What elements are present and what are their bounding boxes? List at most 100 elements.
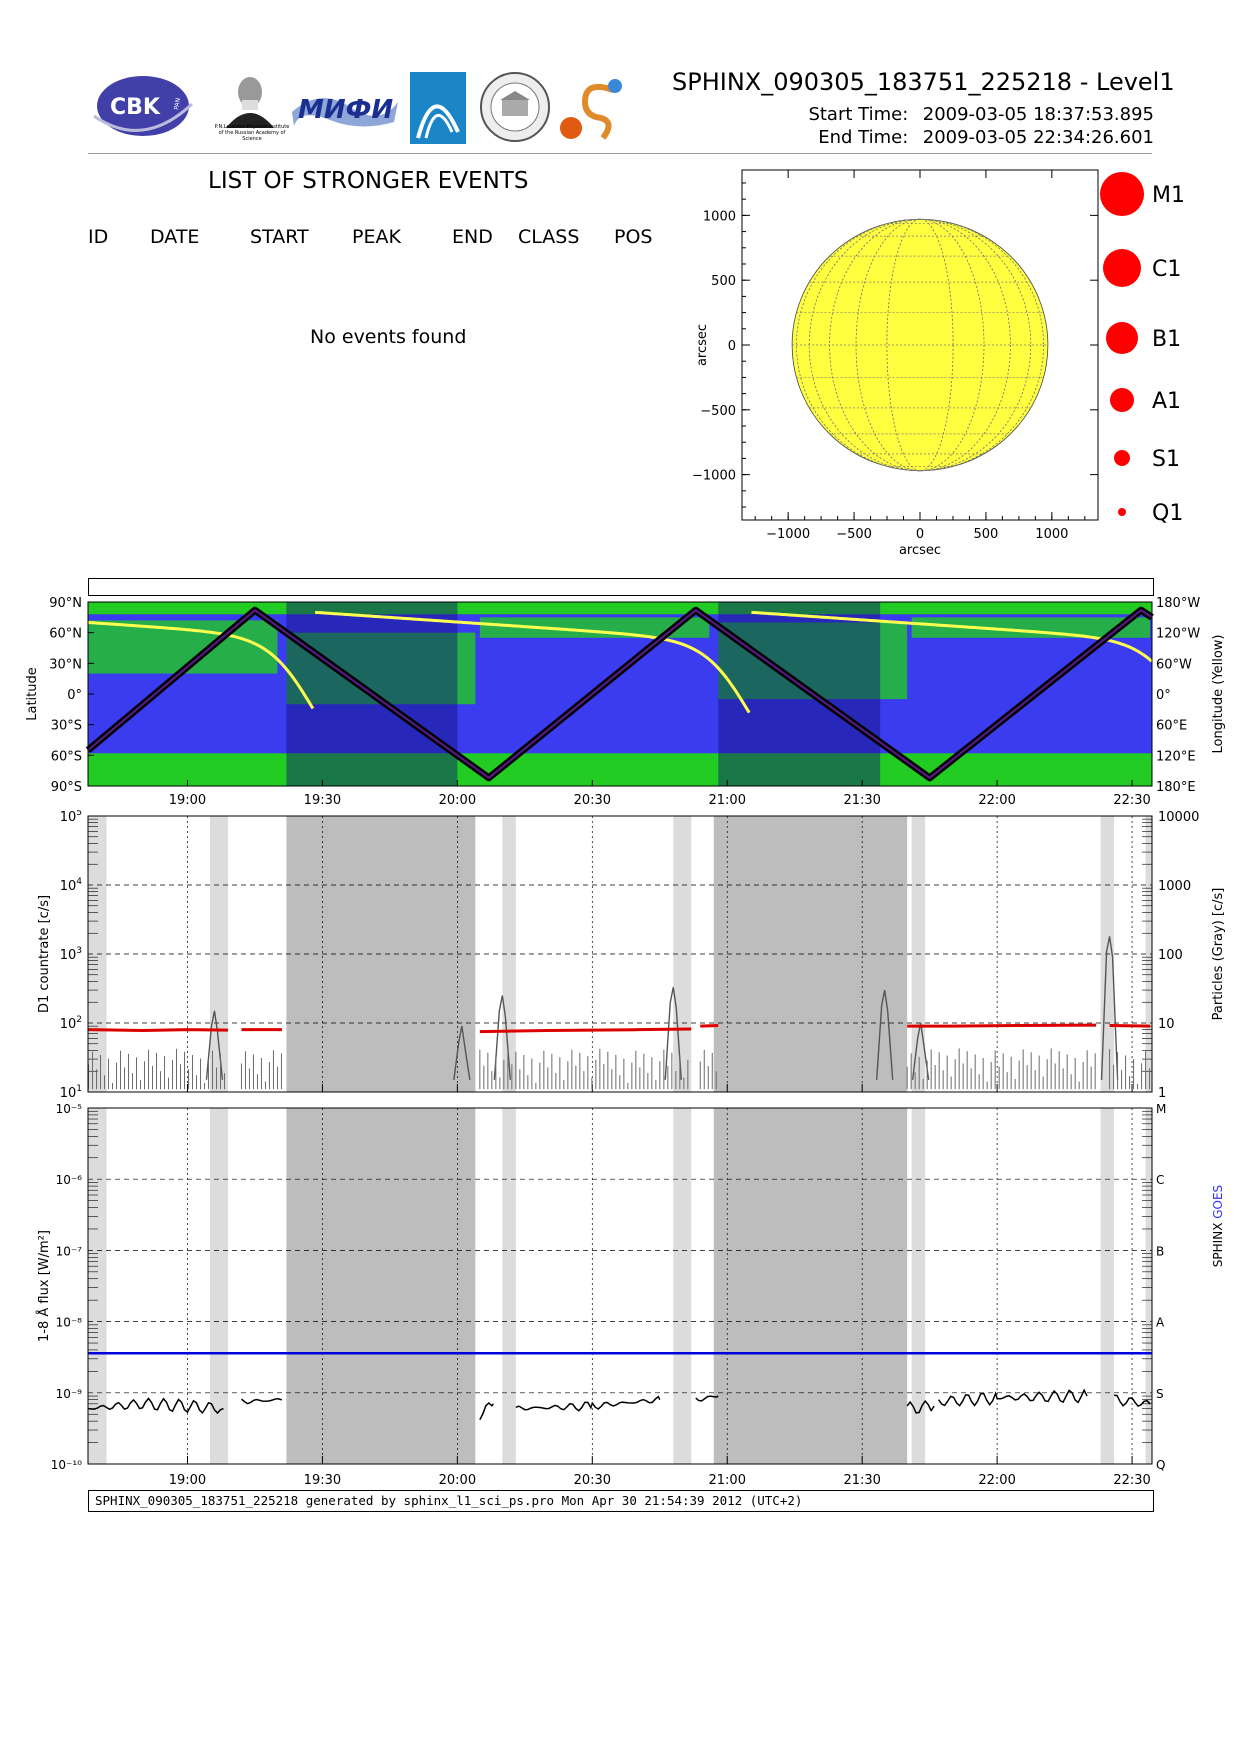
panel-background xyxy=(88,1108,1152,1464)
flux-ylabel-goes: GOES xyxy=(1211,1185,1225,1219)
ytick-exponent: 1 xyxy=(76,1084,82,1094)
flux-ytick-right-label: Q xyxy=(1156,1458,1165,1472)
flux-xtick-label: 22:00 xyxy=(978,1473,1015,1488)
start-time-label: Start Time: xyxy=(808,104,909,125)
sun-map-xtick-label: 1000 xyxy=(1035,527,1068,542)
orbit-eclipse-band xyxy=(718,602,881,786)
sun-map-ytick-label: −1000 xyxy=(692,469,736,484)
countrate-ytick-right-label: 10000 xyxy=(1158,810,1199,825)
footer-box: SPHINX_090305_183751_225218 generated by… xyxy=(88,1490,1154,1512)
legend-label-a1: A1 xyxy=(1152,389,1181,414)
cbk-logo-text: CBK xyxy=(110,95,161,120)
events-col-end: END xyxy=(452,226,493,248)
sun-map-ylabel: arcsec xyxy=(695,324,710,366)
ytick-base: 10 xyxy=(60,1017,77,1032)
ytick-base: 10 xyxy=(60,948,77,963)
panel-frame xyxy=(87,815,1153,1093)
orbit-xtick-label: 22:30 xyxy=(1113,793,1150,808)
orbit-ytick-label: 0° xyxy=(67,688,82,703)
orbit-ytick-label: 60°S xyxy=(51,749,82,764)
particle-spike xyxy=(1100,936,1119,1080)
flux-xtick-label: 20:00 xyxy=(439,1473,476,1488)
orbit-land-patch xyxy=(718,622,908,700)
arch-logo xyxy=(410,72,466,144)
saa-shade xyxy=(911,1108,926,1464)
legend-marker-m1 xyxy=(1100,172,1144,216)
saa-shade xyxy=(209,1108,228,1464)
events-title: LIST OF STRONGER EVENTS xyxy=(208,168,529,194)
sun-map-chart: −1000 −500 0 500 1000 −1000 −500 0 500 1000 arcsec… xyxy=(692,169,1185,558)
longitude-track xyxy=(315,610,751,714)
sphinx-logo xyxy=(555,76,627,146)
header-divider xyxy=(88,153,1152,154)
legend-marker-s1 xyxy=(1114,450,1130,466)
solar-longitude-line xyxy=(886,218,954,472)
flux-ylabel-right: SPHINX GOES xyxy=(1211,1185,1225,1267)
sun-map-xtick-label: −500 xyxy=(836,527,872,542)
flux-ytick-right-label: S xyxy=(1156,1387,1164,1401)
orbit-ytick-right-label: 180°W xyxy=(1156,596,1200,611)
end-time-row: End Time: 2009-03-05 22:34:26.601 xyxy=(798,127,1154,148)
flux-xtick-label: 21:30 xyxy=(843,1473,880,1488)
ytick-base: 10 xyxy=(60,1086,77,1100)
ytick-exponent: 2 xyxy=(76,1015,82,1025)
orbit-ytick-right-label: 60°E xyxy=(1156,719,1187,734)
longitude-track xyxy=(87,620,315,710)
miph-logo-text: МИФИ xyxy=(298,95,393,125)
events-col-class: CLASS xyxy=(518,226,580,248)
lebedev-caption: P.N.Lebedev Physical Institute of the Ru… xyxy=(214,124,290,142)
ytick-exponent: 3 xyxy=(76,946,82,956)
legend-label-m1: M1 xyxy=(1152,183,1185,208)
countrate-ytick-right-label: 1 xyxy=(1158,1086,1166,1100)
countrate-ytick-label: 101 xyxy=(60,1084,82,1100)
countrate-ytick-label: 102 xyxy=(60,1015,82,1032)
events-col-peak: PEAK xyxy=(352,226,401,248)
orbit-xtick-label: 19:30 xyxy=(304,793,341,808)
flux-ytick-label: 10⁻¹⁰ xyxy=(51,1458,82,1472)
orbit-ytick-label: 90°N xyxy=(49,596,82,611)
flux-ytick-right-label: A xyxy=(1156,1316,1165,1330)
legend-label-b1: B1 xyxy=(1152,327,1181,352)
saa-shade xyxy=(1145,816,1152,1092)
status-bar xyxy=(88,578,1154,596)
flux-ylabel-sphinx: SPHINX xyxy=(1211,1219,1225,1267)
flux-chart: 10⁻¹⁰ 10⁻⁹ 10⁻⁸ 10⁻⁷ 10⁻⁶ 10⁻⁵ Q S A B C M 19:00 19:3… xyxy=(36,1102,1225,1488)
countrate-ytick-right-label: 10 xyxy=(1158,1017,1175,1032)
end-time-value: 2009-03-05 22:34:26.601 xyxy=(922,127,1154,148)
countrate-ytick-right-label: 1000 xyxy=(1158,879,1191,894)
orbit-ytick-right-label: 120°E xyxy=(1156,749,1196,764)
orbit-ytick-label: 90°S xyxy=(51,780,82,795)
solar-longitude-line xyxy=(796,218,1044,472)
sun-map-xtick-label: −1000 xyxy=(766,527,810,542)
countrate-ylabel-right: Particles (Gray) [c/s] xyxy=(1211,888,1226,1021)
events-col-date: DATE xyxy=(150,226,200,248)
flux-ytick-right-label: B xyxy=(1156,1244,1164,1258)
orbit-xtick-label: 22:00 xyxy=(978,793,1015,808)
cbk-logo: CBK PAN xyxy=(88,70,198,140)
flux-ytick-label: 10⁻⁹ xyxy=(56,1387,83,1401)
orbit-land-patch xyxy=(286,632,476,705)
d1-countrate-line xyxy=(88,1028,228,1032)
orbit-land-band xyxy=(88,602,1152,615)
sun-map-xtick-label: 500 xyxy=(974,527,999,542)
legend-marker-a1 xyxy=(1110,388,1134,412)
d1-countrate-line xyxy=(479,1027,692,1034)
miph-logo: МИФИ xyxy=(290,82,400,132)
countrate-ylabel: D1 countrate [c/s] xyxy=(37,895,52,1013)
legend-marker-b1 xyxy=(1106,322,1138,354)
countrate-ytick-label: 104 xyxy=(60,877,83,894)
orbit-ytick-label: 60°N xyxy=(49,627,82,642)
legend-marker-q1 xyxy=(1118,508,1126,516)
sphinx-flux-line xyxy=(240,1397,283,1405)
solar-longitude-line xyxy=(808,218,1032,472)
countrate-ytick-label: 103 xyxy=(60,946,82,963)
footer-text: SPHINX_090305_183751_225218 generated by… xyxy=(95,1493,803,1508)
flux-xtick-label: 22:30 xyxy=(1113,1473,1150,1488)
seal-logo xyxy=(478,70,552,144)
events-col-start: START xyxy=(250,226,309,248)
start-time-row: Start Time: 2009-03-05 18:37:53.895 xyxy=(798,104,1154,125)
orbit-land-patch xyxy=(479,617,710,638)
ytick-exponent: 4 xyxy=(76,877,82,887)
flux-ylabel: 1-8 Å flux [W/m²] xyxy=(36,1230,52,1342)
